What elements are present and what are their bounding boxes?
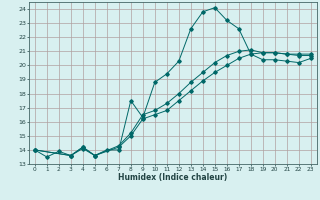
X-axis label: Humidex (Indice chaleur): Humidex (Indice chaleur) (118, 173, 228, 182)
